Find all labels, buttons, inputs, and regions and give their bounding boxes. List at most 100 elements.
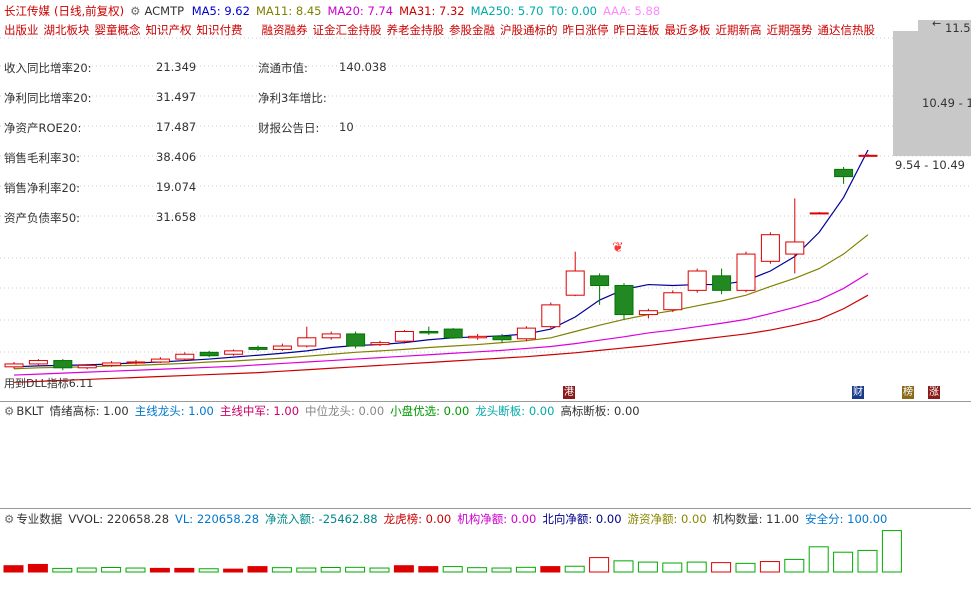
- volume-bar[interactable]: [808, 546, 829, 573]
- candle-body[interactable]: [297, 337, 317, 347]
- candle-body[interactable]: [4, 363, 24, 368]
- concept-tag[interactable]: 知识产权: [145, 23, 192, 37]
- candle-body[interactable]: [516, 327, 536, 340]
- candle-body[interactable]: [541, 304, 561, 328]
- volume-bar[interactable]: [223, 568, 244, 573]
- concept-tag[interactable]: 近期新高: [715, 23, 762, 37]
- volume-bar[interactable]: [174, 567, 195, 573]
- concept-tag[interactable]: 通达信热股: [817, 23, 876, 37]
- candle-body[interactable]: [687, 270, 707, 291]
- volume-bar[interactable]: [52, 567, 73, 573]
- kline-panel[interactable]: [0, 0, 971, 402]
- volume-bar[interactable]: [345, 566, 366, 573]
- candle-body[interactable]: [272, 345, 292, 350]
- concept-tag[interactable]: 昨日连板: [613, 23, 660, 37]
- volume-bar[interactable]: [613, 560, 634, 573]
- candle-body[interactable]: [638, 310, 658, 316]
- volume-bar[interactable]: [296, 567, 317, 573]
- candle-body[interactable]: [785, 241, 805, 255]
- volume-bar[interactable]: [418, 566, 439, 573]
- volume-bar[interactable]: [881, 530, 902, 573]
- candle-body[interactable]: [77, 364, 97, 369]
- candle-body[interactable]: [419, 331, 439, 334]
- concept-tag[interactable]: 出版业: [4, 23, 39, 37]
- volume-bar[interactable]: [784, 558, 805, 573]
- concept-tag[interactable]: 参股金融: [449, 23, 495, 37]
- pro-data-title[interactable]: 专业数据: [16, 512, 63, 526]
- volume-bar[interactable]: [320, 567, 341, 573]
- volume-bar[interactable]: [3, 565, 24, 573]
- concept-tag[interactable]: 证金汇金持股: [312, 23, 382, 37]
- candle-body[interactable]: [126, 361, 146, 364]
- stock-name[interactable]: 长江传媒: [4, 4, 50, 18]
- gear-icon[interactable]: ⚙: [130, 4, 141, 18]
- candle-body[interactable]: [468, 335, 488, 339]
- candle-body[interactable]: [346, 333, 366, 347]
- volume-bar[interactable]: [564, 565, 585, 573]
- volume-bar[interactable]: [467, 567, 488, 573]
- concept-tag[interactable]: 最近多板: [664, 23, 711, 37]
- candle-body[interactable]: [199, 351, 219, 357]
- candle-body[interactable]: [736, 253, 756, 291]
- finance-tag[interactable]: 财: [852, 386, 864, 399]
- concept-tag[interactable]: 融资融券: [261, 23, 308, 37]
- candle-body[interactable]: [565, 270, 585, 296]
- panel-divider-1[interactable]: [0, 401, 971, 402]
- concept-tag[interactable]: 近期强势: [766, 23, 813, 37]
- volume-bar[interactable]: [589, 557, 610, 573]
- candle-body[interactable]: [443, 328, 463, 339]
- rank-tag[interactable]: 榜: [902, 386, 914, 399]
- volume-bar[interactable]: [27, 563, 48, 573]
- candle-body[interactable]: [224, 350, 244, 355]
- concept-tag[interactable]: 沪股通标的: [500, 23, 558, 37]
- candle-body[interactable]: [102, 362, 122, 366]
- volume-bar[interactable]: [637, 561, 658, 573]
- rise-tag[interactable]: 涨: [928, 386, 940, 399]
- volume-bar[interactable]: [857, 549, 878, 573]
- volume-bar[interactable]: [686, 561, 707, 573]
- concept-tag[interactable]: 知识付费: [196, 23, 243, 37]
- candle-body[interactable]: [712, 275, 732, 291]
- candle-body[interactable]: [53, 360, 73, 369]
- volume-bar[interactable]: [442, 566, 463, 573]
- candle-body[interactable]: [175, 353, 195, 360]
- concept-tag[interactable]: 养老金持股: [386, 23, 445, 37]
- candle-body[interactable]: [492, 335, 512, 341]
- volume-bar[interactable]: [393, 565, 414, 573]
- bklt-title[interactable]: BKLT: [16, 404, 44, 418]
- gear-icon[interactable]: ⚙: [4, 404, 15, 418]
- candle-body[interactable]: [150, 358, 170, 363]
- volume-bar[interactable]: [149, 567, 170, 573]
- port-tag[interactable]: 港: [563, 386, 575, 399]
- panel-divider-2[interactable]: [0, 508, 971, 509]
- volume-bar[interactable]: [271, 567, 292, 573]
- volume-bar[interactable]: [711, 562, 732, 573]
- candle-body[interactable]: [663, 292, 683, 311]
- indicator-name[interactable]: ACMTP: [144, 4, 185, 18]
- candle-body[interactable]: [248, 346, 268, 350]
- volume-bar[interactable]: [833, 551, 854, 573]
- candle-body[interactable]: [614, 285, 634, 316]
- volume-bar[interactable]: [515, 566, 536, 573]
- volume-bar[interactable]: [369, 567, 390, 573]
- volume-chart[interactable]: [0, 530, 971, 610]
- candle-body[interactable]: [858, 154, 878, 157]
- volume-bar[interactable]: [198, 568, 219, 573]
- volume-bar[interactable]: [662, 562, 683, 573]
- volume-bar[interactable]: [101, 567, 122, 573]
- gear-icon[interactable]: ⚙: [4, 512, 15, 526]
- candle-body[interactable]: [321, 333, 341, 339]
- candle-body[interactable]: [370, 342, 390, 346]
- candle-body[interactable]: [590, 275, 610, 287]
- candle-body[interactable]: [809, 212, 829, 215]
- candle-body[interactable]: [28, 360, 48, 365]
- volume-bar[interactable]: [759, 561, 780, 573]
- candle-body[interactable]: [760, 234, 780, 262]
- volume-bar[interactable]: [247, 566, 268, 573]
- volume-bar[interactable]: [491, 567, 512, 573]
- volume-bar[interactable]: [76, 567, 97, 573]
- volume-bar[interactable]: [125, 567, 146, 573]
- volume-bar[interactable]: [735, 562, 756, 573]
- concept-tag[interactable]: 湖北板块: [43, 23, 90, 37]
- chart-period[interactable]: (日线,前复权): [54, 4, 125, 18]
